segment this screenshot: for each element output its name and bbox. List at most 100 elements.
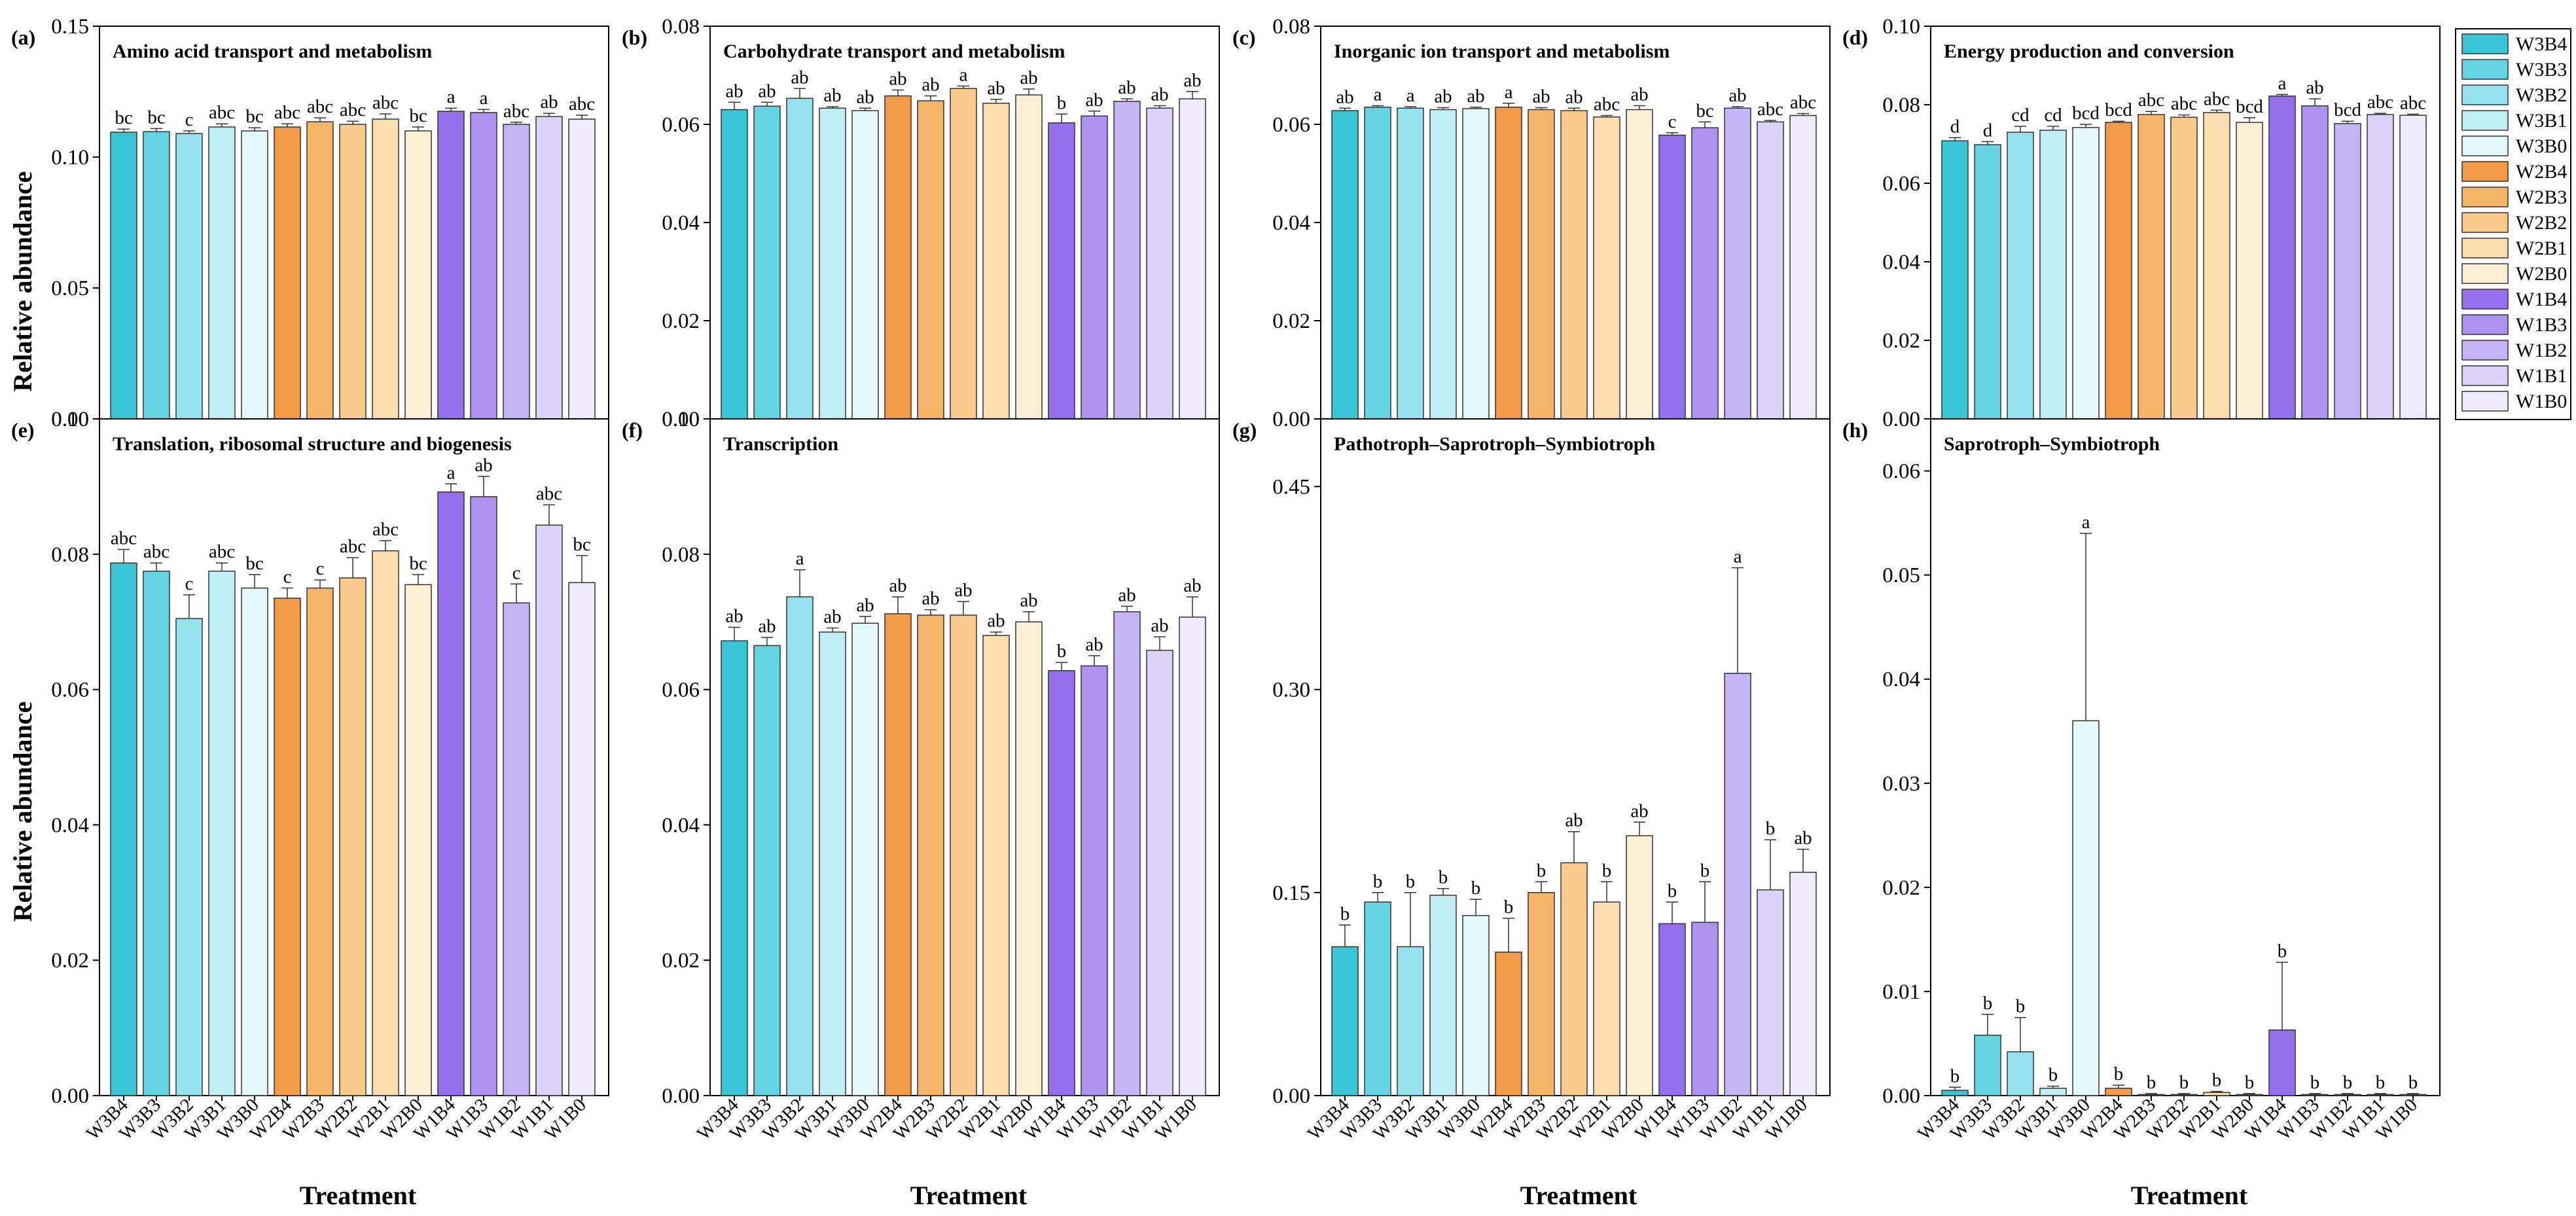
- legend-label: W1B3: [2516, 314, 2567, 336]
- bar-W1B1: [1757, 121, 1784, 420]
- panel-h: 0.00 0.01 0.02 0.03 0.04 0.05 0.06 (h) Saprotrop…: [1842, 418, 2441, 1144]
- bar-W1B2: [1113, 101, 1141, 420]
- y-tick-label: 0.15: [51, 15, 89, 39]
- significance-letter: ab: [725, 605, 743, 626]
- bar-W3B0: [241, 587, 268, 1096]
- panels-layer: 0.00 0.05 0.10 0.15 (a) Amino acid transport …: [11, 15, 2441, 1144]
- significance-letter: ab: [791, 67, 808, 88]
- bar-W1B0: [1179, 98, 1206, 420]
- bar-W1B4: [437, 491, 465, 1096]
- significance-letter: abc: [2171, 94, 2197, 115]
- significance-letter: b: [1439, 867, 1448, 888]
- legend-swatch-W1B4: [2461, 289, 2509, 310]
- significance-letter: bc: [573, 534, 590, 555]
- significance-letter: bc: [115, 107, 132, 128]
- significance-letter: ab: [1020, 67, 1037, 88]
- significance-letter: c: [316, 558, 325, 579]
- significance-letter: b: [2048, 1065, 2058, 1086]
- significance-letter: ab: [1336, 86, 1353, 107]
- y-tick-label: 0.01: [1882, 980, 1920, 1004]
- significance-letter: bc: [1696, 100, 1713, 121]
- significance-letter: bc: [245, 106, 263, 127]
- significance-letter: bc: [245, 553, 263, 574]
- bar-W3B0: [1462, 108, 1490, 420]
- bar-W3B3: [1364, 107, 1391, 420]
- significance-letter: abc: [372, 519, 399, 540]
- significance-letter: c: [1668, 111, 1677, 132]
- significance-letter: abc: [1594, 94, 1620, 115]
- significance-letter: b: [1057, 641, 1067, 662]
- bar-W3B2: [1397, 107, 1424, 420]
- legend-label: W3B3: [2516, 59, 2567, 80]
- panel-title: Carbohydrate transport and metabolism: [723, 41, 1065, 62]
- significance-letter: abc: [143, 541, 170, 562]
- panel-tag: (d): [1842, 26, 1868, 49]
- significance-letter: abc: [209, 102, 235, 123]
- bar-W2B0: [2236, 1094, 2263, 1096]
- bar-W1B4: [1658, 134, 1686, 420]
- y-tick-label: 0.04: [662, 814, 700, 837]
- bar-W2B0: [404, 584, 432, 1096]
- bar-W3B0: [241, 130, 268, 420]
- bar-W1B1: [535, 524, 563, 1096]
- significance-letter: d: [1983, 120, 1993, 141]
- panel-e: 0.00 0.02 0.04 0.06 0.08 0.10 (e) Translation, …: [11, 408, 609, 1144]
- y-tick-label: 0.15: [1272, 882, 1310, 905]
- significance-letter: a: [1406, 85, 1415, 106]
- y-tick-label: 0.05: [51, 277, 89, 300]
- bar-W1B1: [1146, 649, 1173, 1096]
- bar-W1B3: [1081, 665, 1108, 1096]
- legend-swatch-W3B1: [2461, 110, 2509, 131]
- significance-letter: ab: [1630, 800, 1648, 821]
- significance-letter: cd: [2011, 105, 2030, 126]
- significance-letter: c: [283, 567, 292, 588]
- significance-letter: a: [2082, 512, 2090, 533]
- y-tick-label: 0.08: [1882, 94, 1920, 117]
- significance-letter: ab: [889, 69, 906, 90]
- significance-letter: ab: [540, 92, 558, 113]
- legend-swatch-W2B3: [2461, 187, 2509, 207]
- y-tick-label: 0.06: [662, 679, 700, 702]
- legend-label: W2B4: [2516, 161, 2567, 183]
- bar-W1B3: [2301, 1094, 2329, 1096]
- y-tick-label: 0.04: [1882, 251, 1920, 274]
- significance-letter: a: [1374, 84, 1382, 105]
- bar-W2B3: [917, 615, 944, 1096]
- significance-letter: ab: [1794, 828, 1812, 849]
- bar-W1B3: [470, 112, 497, 420]
- significance-letter: abc: [569, 94, 595, 115]
- bar-W3B4: [1941, 140, 1969, 420]
- panel-g: 0.00 0.15 0.30 0.45 (g) Pathotroph–Saprotroph…: [1232, 418, 1831, 1144]
- y-tick-label: 0.10: [662, 408, 700, 431]
- significance-letter: bcd: [2072, 103, 2100, 124]
- bar-W1B2: [503, 124, 530, 420]
- significance-letter: abc: [536, 483, 562, 504]
- panel-f: 0.00 0.02 0.04 0.06 0.08 0.10 (f) Transcription…: [622, 408, 1220, 1144]
- legend-swatch-W3B4: [2461, 33, 2509, 54]
- bar-W2B4: [884, 95, 912, 420]
- bar-W2B2: [950, 88, 977, 420]
- bar-W3B2: [2007, 132, 2034, 420]
- bar-W3B1: [208, 126, 236, 420]
- significance-letter: a: [1734, 546, 1742, 567]
- legend-label: W2B2: [2516, 212, 2567, 234]
- panel-title: Saprotroph–Symbiotroph: [1944, 433, 2160, 455]
- bar-W1B0: [568, 118, 596, 420]
- bar-W3B4: [1331, 946, 1359, 1096]
- significance-letter: ab: [725, 80, 743, 101]
- panel-title: Amino acid transport and metabolism: [113, 41, 432, 62]
- bar-W1B3: [2301, 105, 2329, 420]
- bar-W1B2: [2334, 1094, 2361, 1096]
- significance-letter: a: [447, 462, 456, 483]
- significance-letter: ab: [987, 78, 1005, 99]
- bar-W3B0: [2072, 127, 2100, 420]
- bar-W3B4: [1331, 110, 1359, 420]
- y-tick-label: 0.00: [51, 408, 89, 431]
- panel-tag: (e): [11, 418, 35, 442]
- significance-letter: ab: [1085, 90, 1103, 111]
- bar-W3B2: [786, 98, 814, 420]
- bar-W3B3: [1974, 1034, 2001, 1096]
- legend-swatch-W1B0: [2461, 391, 2509, 412]
- panel-title: Pathotroph–Saprotroph–Symbiotroph: [1334, 433, 1656, 455]
- significance-letter: ab: [1183, 575, 1201, 596]
